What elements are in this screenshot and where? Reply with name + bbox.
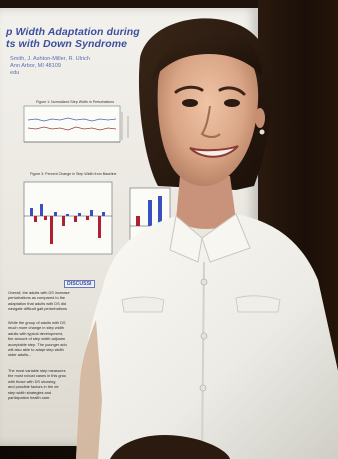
poster-paragraph-line: acceptable step. The younger adu <box>8 341 67 347</box>
right-eye <box>224 99 240 107</box>
background-wall-top <box>0 0 258 8</box>
shirt-collar-right <box>201 213 251 263</box>
ear <box>255 108 265 128</box>
neck <box>176 176 236 229</box>
hair-fringe <box>152 31 262 80</box>
poster-authors: Smith, J. Ashton-Miller, R. Ulrich Ann A… <box>10 56 130 77</box>
poster-paragraph: Overall, the adults with DS increase per… <box>8 290 116 312</box>
poster-line-chart-legend <box>121 112 129 140</box>
poster-section-heading: DISCUSSI <box>64 280 95 288</box>
poster-paragraph-line: adaptation that adults with DS did <box>8 300 66 306</box>
shirt-button <box>199 384 207 392</box>
left-arm <box>76 320 102 459</box>
earring <box>259 129 265 135</box>
shirt-pocket-left <box>121 296 165 313</box>
poster-paragraph-line: adults with typical development, <box>8 330 63 336</box>
dark-object-bottom <box>110 434 230 459</box>
poster-paragraph-line: with those with DS showing <box>8 378 56 384</box>
shirt-pocket-right <box>235 295 281 313</box>
poster-paragraph-line: Overall, the adults with DS increase <box>8 290 70 295</box>
shirt-collar-left <box>169 215 203 263</box>
poster-paragraph-line: The most variable step measures <box>8 368 66 373</box>
right-eyebrow <box>218 86 246 96</box>
poster-paragraph-line: participation health care. <box>8 395 51 401</box>
poster-author-line: Smith, J. Ashton-Miller, R. Ulrich <box>10 56 90 62</box>
poster-paragraph-line: step width strategies and <box>8 389 52 395</box>
poster-bar-chart <box>23 181 113 255</box>
poster-paragraph-line: the most robust cases in this grou <box>8 373 67 379</box>
poster-paragraph-line: perturbations as compared to the <box>8 295 66 301</box>
poster-paragraph-line: will also able to adapt step width <box>8 347 64 353</box>
shirt-placket <box>201 261 205 459</box>
woman-portrait <box>76 18 338 459</box>
poster-paragraph: While the group of adults with DS much m… <box>8 320 116 358</box>
left-eye <box>182 99 198 107</box>
left-eyebrow <box>174 85 204 94</box>
poster-paragraph: The most variable step measures the most… <box>8 368 116 400</box>
poster-author-line: Ann Arbor, MI 48109 <box>10 63 61 69</box>
poster-author-line: edu <box>10 70 20 76</box>
poster-line-chart <box>23 105 121 143</box>
shirt-button <box>200 332 208 340</box>
poster-title: p Width Adaptation during ts with Down S… <box>6 26 156 50</box>
poster-title-line: p Width Adaptation during <box>6 26 140 38</box>
poster-chart-title-top: Figure 1: Normalized Step Width in Pertu… <box>36 100 115 104</box>
poster-paragraph-line: much more change in step width <box>8 325 65 331</box>
nose <box>200 105 221 138</box>
poster-chart-title-mid: Figure 3: Percent Change in Step Width f… <box>30 172 117 176</box>
smile <box>189 145 239 158</box>
poster-paragraph-line: and possible factors in the de <box>8 384 59 390</box>
shirt-button <box>200 278 208 286</box>
poster-paragraph-line: While the group of adults with DS <box>8 320 66 325</box>
poster-paragraph-line: older adults... <box>8 352 32 358</box>
poster-paragraph-line: navigate difficult gait perturbations <box>8 306 67 312</box>
poster-paragraph-line: the amount of step width adjustm <box>8 336 66 342</box>
poster-title-line: ts with Down Syndrome <box>6 38 128 50</box>
